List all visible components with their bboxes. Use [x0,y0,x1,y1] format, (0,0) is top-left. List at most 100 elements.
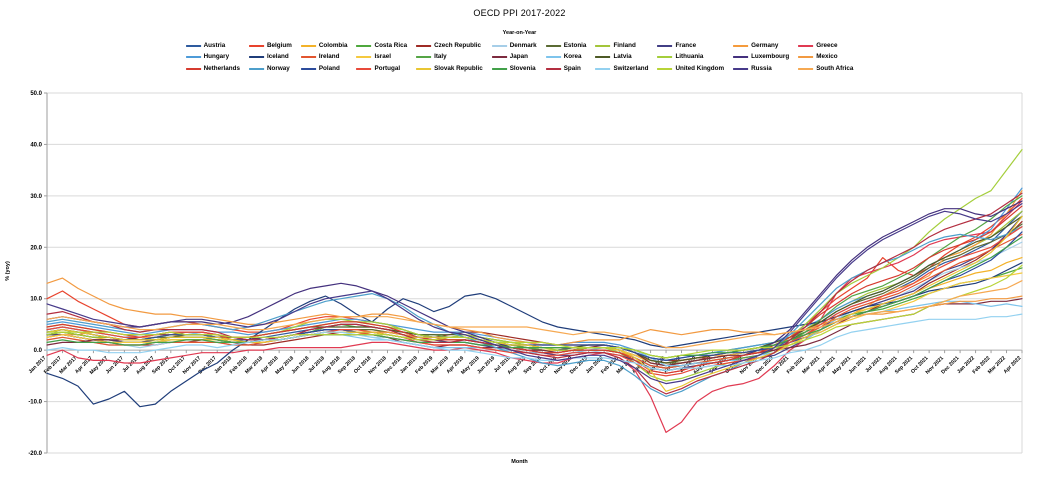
legend-label: Lithuania [675,53,704,61]
legend-swatch [545,67,561,70]
legend-swatch [491,44,507,47]
legend-swatch [657,67,673,70]
legend-item-hungary: Hungary [185,52,240,61]
legend-label: Iceland [267,53,289,61]
y-tick-label: 50.0 [30,91,42,97]
series-line-korea [46,300,1023,367]
series-line-italy [46,195,1023,372]
y-tick-label: 30.0 [30,194,42,200]
legend-swatch [595,56,611,59]
legend-item-colombia: Colombia [300,41,348,50]
series-line-south-africa [46,280,1023,349]
legend-item-denmark: Denmark [491,41,537,50]
legend-item-ireland: Ireland [300,52,348,61]
legend-label: Slovak Republic [434,64,483,72]
legend-swatch [657,44,673,47]
legend-label: Israel [374,53,391,61]
legend-item-slovak-republic: Slovak Republic [416,64,483,73]
legend-label: Belgium [267,42,292,49]
series-line-slovak-republic [46,215,1023,392]
y-tick-label: -10.0 [28,400,42,406]
series-line-netherlands [46,205,1023,374]
y-tick-label: 10.0 [30,297,42,303]
legend-item-poland: Poland [300,64,348,73]
legend-swatch [733,56,749,59]
legend-label: United Kingdom [675,64,725,72]
legend-swatch [249,44,264,47]
legend-label: Ireland [318,53,340,61]
legend-swatch [356,56,372,59]
legend-label: Austria [203,42,226,49]
legend-label: Russia [751,64,772,72]
legend-item-luxembourg: Luxembourg [733,52,789,61]
legend-swatch [545,56,561,59]
legend-label: Slovenia [509,64,536,72]
legend-item-austria: Austria [185,41,240,50]
legend-item-spain: Spain [545,64,587,73]
legend-item-norway: Norway [249,64,292,73]
legend-item-netherlands: Netherlands [185,64,240,73]
legend-swatch [185,56,201,59]
legend-item-portugal: Portugal [356,64,408,73]
legend-swatch [657,56,673,59]
legend-swatch [733,44,749,47]
legend-label: South Africa [816,64,854,72]
legend-item-germany: Germany [733,41,789,50]
legend-label: Denmark [509,42,537,49]
legend-label: Greece [816,42,838,49]
legend-item-iceland: Iceland [249,52,292,61]
legend-label: Hungary [203,53,230,61]
legend-item-mexico: Mexico [798,52,853,61]
legend-swatch [416,44,432,47]
legend-label: Italy [434,53,447,61]
legend-swatch [356,67,372,70]
x-axis-title: Month [511,459,528,465]
legend-swatch [491,67,507,70]
legend-swatch [733,67,749,70]
legend-swatch [798,44,814,47]
y-tick-label: 20.0 [30,245,42,251]
legend-label: Latvia [613,53,632,61]
series-line-russia [46,203,1023,385]
legend-swatch [249,56,264,59]
legend-item-italy: Italy [416,52,483,61]
series-line-iceland [46,262,1023,408]
series-line-united-kingdom [46,264,1023,359]
legend-swatch [185,44,201,47]
series-line-slovenia [46,236,1023,359]
legend-swatch [356,44,372,47]
legend-item-slovenia: Slovenia [491,64,537,73]
legend-label: Luxembourg [751,53,790,61]
legend-swatch [300,44,316,47]
legend-swatch [416,56,432,59]
legend-item-france: France [657,41,724,50]
legend-label: Japan [509,53,528,61]
legend-label: Mexico [816,53,838,61]
y-tick-label: -20.0 [28,451,42,457]
legend-item-south-africa: South Africa [798,64,853,73]
legend-label: Colombia [318,42,348,49]
legend-label: Finland [613,42,636,49]
legend-swatch [416,67,432,70]
legend-label: France [675,42,697,49]
legend-swatch [185,67,201,70]
legend-item-finland: Finland [595,41,648,50]
legend-item-greece: Greece [798,41,853,50]
y-tick-label: 40.0 [30,142,42,148]
legend-label: Estonia [563,42,587,49]
y-axis-title: % (yoy) [5,261,11,281]
legend-item-israel: Israel [356,52,408,61]
series-line-spain [46,192,1023,395]
legend-label: Spain [563,64,581,72]
legend-item-korea: Korea [545,52,587,61]
legend-swatch [798,67,814,70]
legend-item-united-kingdom: United Kingdom [657,64,724,73]
legend-swatch [300,56,316,59]
legend-label: Germany [751,42,779,49]
chart-subtitle: Year-on-Year [502,30,537,36]
legend-swatch [545,44,561,47]
legend-swatch [249,67,264,70]
legend-item-costa-rica: Costa Rica [356,41,407,50]
legend-item-estonia: Estonia [545,41,587,50]
